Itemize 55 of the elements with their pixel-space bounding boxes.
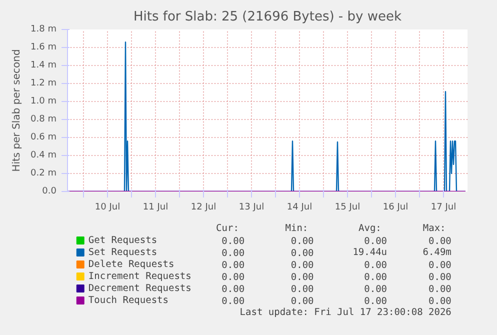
legend-label: Delete Requests (88, 259, 174, 270)
x-tick-label: 15 Jul (334, 202, 360, 212)
x-tick-label: 17 Jul (430, 202, 456, 212)
y-tick-label: 0.4 m (30, 150, 57, 160)
y-tick-label: 1.8 m (30, 24, 57, 34)
text: 0.00 (290, 260, 314, 271)
text: 0.00 (428, 284, 452, 295)
legend-label: Decrement Requests (88, 283, 192, 294)
text: 0.00 (364, 260, 388, 271)
text: Max: (422, 223, 446, 234)
text: 0.00 (290, 296, 314, 307)
text: 0.00 (222, 296, 245, 307)
text: 0.00 (222, 248, 245, 259)
text: Last update: Fri Jul 17 23:00:08 2026 (240, 307, 452, 318)
text: 0.00 (290, 284, 314, 295)
text: 6.49m (422, 247, 452, 258)
y-tick-label: 1.2 m (30, 78, 57, 88)
legend-label: Increment Requests (88, 271, 192, 282)
text: 0.00 (428, 296, 452, 307)
text: 0.00 (222, 260, 245, 271)
text: Cur: (216, 223, 239, 234)
y-axis-title: Hits per Slab per second (12, 49, 23, 172)
text: Min: (285, 223, 308, 234)
text: 0.00 (364, 272, 388, 283)
text: 0.00 (428, 260, 452, 271)
x-tick-label: 12 Jul (190, 202, 216, 212)
text: 0.00 (290, 272, 314, 283)
y-tick-label: 1.0 m (30, 96, 57, 106)
x-tick-label: 16 Jul (382, 202, 408, 212)
text: 0.00 (222, 272, 245, 283)
text: 0.00 (290, 248, 314, 259)
y-tick-label: 1.4 m (30, 60, 57, 70)
y-tick-label: 1.6 m (30, 42, 57, 52)
text: 19.44u (352, 247, 388, 258)
x-tick-label: 10 Jul (94, 202, 120, 212)
chart-title: Hits for Slab: 25 (21696 Bytes) - by week (134, 10, 402, 24)
text: 0.00 (428, 236, 452, 247)
legend-label: Touch Requests (88, 295, 169, 306)
text: 0.00 (428, 272, 452, 283)
x-tick-label: 14 Jul (286, 202, 312, 212)
text: Avg: (358, 223, 382, 234)
text: 0.00 (364, 296, 388, 307)
legend-label: Set Requests (88, 247, 158, 258)
text: 0.00 (364, 284, 388, 295)
y-tick-label: 0.2 m (30, 168, 57, 178)
text: 0.00 (222, 236, 245, 247)
legend-label: Get Requests (88, 235, 158, 246)
x-tick-label: 13 Jul (238, 202, 264, 212)
y-tick-label: 0.0 (42, 186, 57, 196)
text: 0.00 (222, 284, 245, 295)
text: 0.00 (364, 236, 388, 247)
x-tick-label: 11 Jul (142, 202, 168, 212)
text: 0.00 (290, 236, 314, 247)
y-tick-label: 0.8 m (30, 114, 57, 124)
y-tick-label: 0.6 m (30, 132, 57, 142)
